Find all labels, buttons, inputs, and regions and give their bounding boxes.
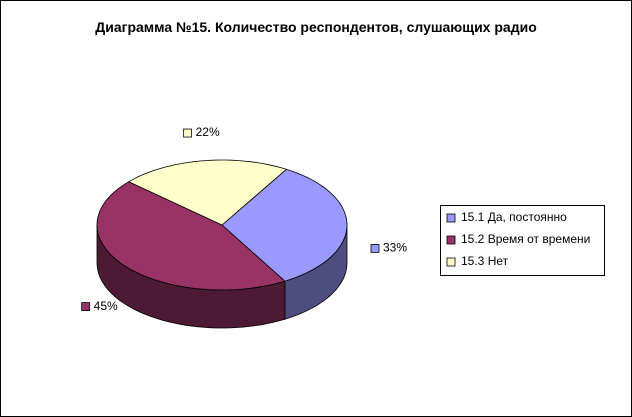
data-label-key bbox=[183, 128, 193, 138]
legend-swatch bbox=[446, 257, 456, 267]
data-label-key bbox=[370, 244, 380, 253]
data-label: 33% bbox=[383, 241, 407, 255]
legend-swatch bbox=[446, 235, 456, 245]
data-label-key bbox=[81, 302, 91, 311]
pie-slice bbox=[96, 181, 286, 291]
legend-label: 15.3 Нет bbox=[461, 254, 509, 268]
legend-label: 15.2 Время от времени bbox=[461, 232, 590, 246]
legend-box bbox=[440, 205, 605, 276]
chart-title: Диаграмма №15. Количество респондентов, … bbox=[95, 19, 537, 35]
data-label: 22% bbox=[196, 125, 220, 139]
data-label: 45% bbox=[94, 299, 118, 313]
pie-slice bbox=[127, 159, 288, 226]
legend-label: 15.1 Да, постоянно bbox=[461, 210, 567, 224]
legend-swatch bbox=[446, 213, 456, 223]
pie-slice bbox=[221, 168, 348, 282]
